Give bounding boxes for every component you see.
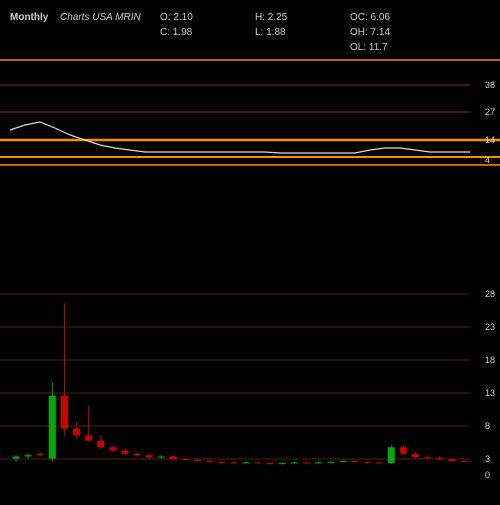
- candle-body: [49, 396, 56, 459]
- candle-body: [303, 462, 310, 463]
- candle-body: [25, 455, 32, 456]
- subtitle: Charts USA MRIN: [60, 12, 142, 23]
- axis-label: 27: [485, 107, 495, 117]
- axis-label: 14: [485, 135, 495, 145]
- candle-body: [182, 459, 189, 460]
- candle-body: [97, 441, 104, 448]
- stat-oh: OH: 7.14: [350, 27, 390, 38]
- candle-body: [460, 461, 467, 462]
- candle-body: [339, 461, 346, 462]
- candle-body: [448, 459, 455, 461]
- axis-label: 38: [485, 80, 495, 90]
- candle-body: [158, 457, 165, 458]
- candle-body: [146, 455, 153, 457]
- axis-label: 13: [485, 388, 495, 398]
- candle-body: [424, 457, 431, 458]
- chart-container: Monthly Charts USA MRIN O: 2.10 H: 2.25 OC: …: [0, 0, 500, 500]
- stat-c: C: 1.98: [160, 27, 193, 38]
- axis-label: 23: [485, 322, 495, 332]
- candle-body: [122, 451, 129, 454]
- axis-label: 8: [485, 421, 490, 431]
- candle-body: [218, 462, 225, 463]
- candle-body: [291, 462, 298, 463]
- candle-body: [206, 461, 213, 462]
- stat-h: H: 2.25: [255, 12, 288, 23]
- stat-o: O: 2.10: [160, 12, 193, 23]
- candle-body: [85, 435, 92, 440]
- candle-body: [13, 457, 20, 459]
- candle-body: [109, 447, 116, 450]
- chart-svg: Monthly Charts USA MRIN O: 2.10 H: 2.25 OC: …: [0, 0, 500, 500]
- candle-body: [315, 462, 322, 463]
- candle-body: [412, 454, 419, 457]
- candle-body: [327, 462, 334, 463]
- candle-body: [243, 462, 250, 463]
- candle-body: [170, 457, 177, 460]
- candle-body: [436, 458, 443, 459]
- candle-body: [230, 462, 237, 463]
- candle-body: [364, 462, 371, 463]
- title-left: Monthly: [10, 12, 49, 23]
- candle-body: [388, 447, 395, 463]
- stat-ol: OL: 11.7: [350, 42, 388, 53]
- axis-label: 4: [485, 155, 490, 165]
- candle-body: [376, 462, 383, 463]
- axis-label: 0: [485, 470, 490, 480]
- stat-l: L: 1.88: [255, 27, 286, 38]
- candle-body: [194, 460, 201, 461]
- candle-body: [279, 463, 286, 464]
- candle-body: [37, 454, 44, 455]
- candle-body: [267, 463, 274, 464]
- axis-label: 18: [485, 355, 495, 365]
- stat-oc: OC: 6.06: [350, 12, 390, 23]
- candle-body: [73, 429, 80, 436]
- axis-label: 28: [485, 289, 495, 299]
- candle-body: [255, 462, 262, 463]
- axis-label: 3: [485, 454, 490, 464]
- candle-body: [352, 461, 359, 462]
- candle-body: [134, 454, 141, 455]
- candle-body: [61, 396, 68, 429]
- candle-body: [400, 447, 407, 454]
